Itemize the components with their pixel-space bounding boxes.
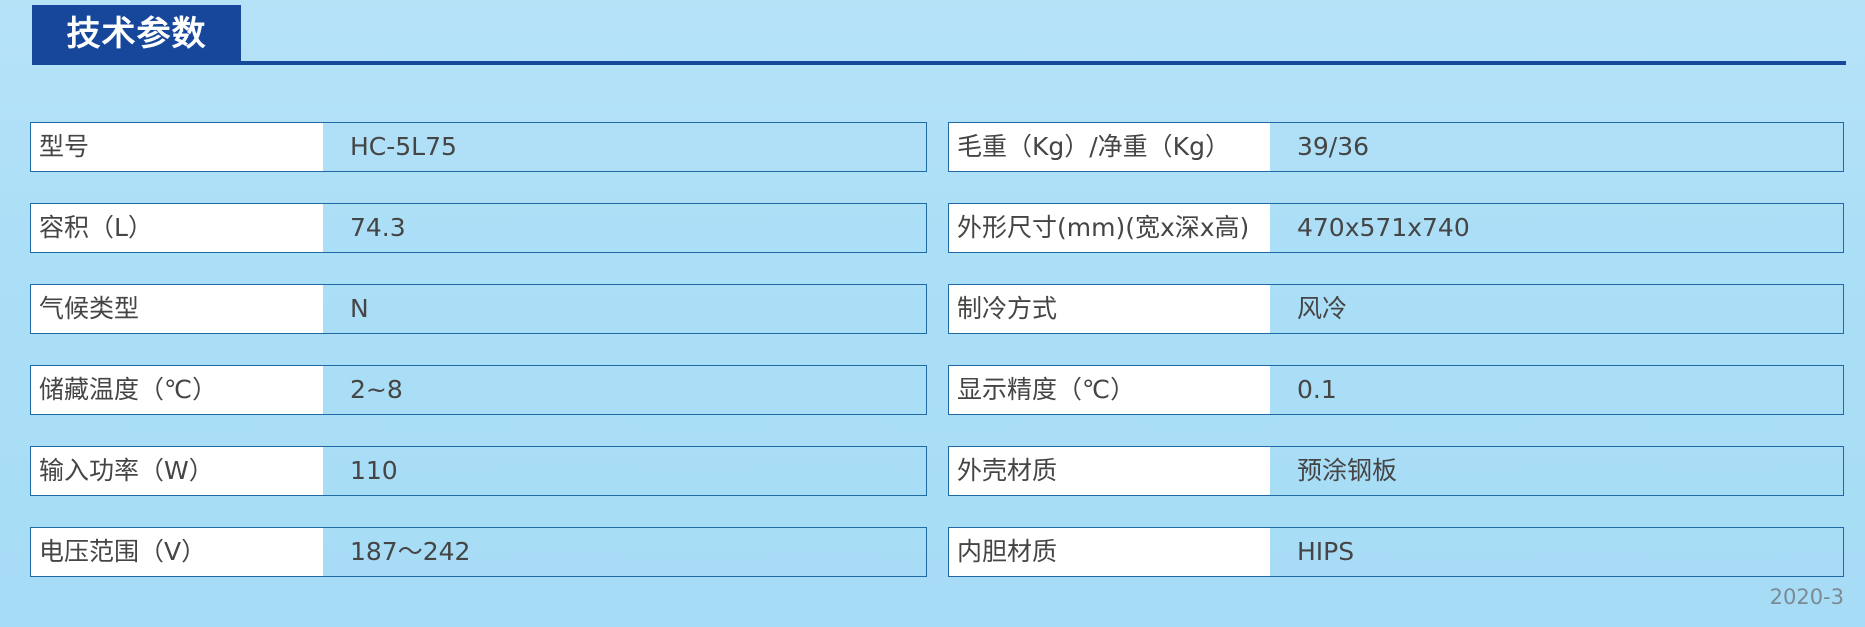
spec-label: 制冷方式 — [949, 285, 1270, 333]
version-date: 2020-3 — [1769, 585, 1844, 609]
spec-value: 110 — [350, 456, 398, 485]
spec-row: 外壳材质 预涂钢板 — [948, 446, 1844, 496]
spec-row: 容积（L） 74.3 — [30, 203, 927, 253]
spec-row: 输入功率（W） 110 — [30, 446, 927, 496]
spec-label: 显示精度（℃） — [949, 366, 1270, 414]
spec-row: 储藏温度（℃） 2~8 — [30, 365, 927, 415]
spec-value: 0.1 — [1297, 375, 1337, 404]
spec-row: 外形尺寸(mm)(宽x深x高) 470x571x740 — [948, 203, 1844, 253]
spec-value: 74.3 — [350, 213, 406, 242]
spec-label: 电压范围（V） — [31, 528, 323, 576]
spec-value: N — [350, 294, 369, 323]
spec-label: 气候类型 — [31, 285, 323, 333]
spec-row: 型号 HC-5L75 — [30, 122, 927, 172]
spec-value: HC-5L75 — [350, 132, 457, 161]
spec-label: 毛重（Kg）/净重（Kg） — [949, 123, 1270, 171]
spec-value: 预涂钢板 — [1297, 456, 1398, 485]
spec-value: 风冷 — [1297, 294, 1348, 323]
spec-row: 毛重（Kg）/净重（Kg） 39/36 — [948, 122, 1844, 172]
spec-label: 型号 — [31, 123, 323, 171]
spec-label: 外形尺寸(mm)(宽x深x高) — [949, 204, 1270, 252]
spec-label: 外壳材质 — [949, 447, 1270, 495]
spec-row: 气候类型 N — [30, 284, 927, 334]
spec-row: 制冷方式 风冷 — [948, 284, 1844, 334]
spec-label: 储藏温度（℃） — [31, 366, 323, 414]
spec-value: 2~8 — [350, 375, 403, 404]
spec-value: HIPS — [1297, 537, 1355, 566]
spec-row: 内胆材质 HIPS — [948, 527, 1844, 577]
spec-value: 187～242 — [350, 537, 471, 566]
spec-label: 输入功率（W） — [31, 447, 323, 495]
spec-row: 电压范围（V） 187～242 — [30, 527, 927, 577]
spec-value: 470x571x740 — [1297, 213, 1470, 242]
section-title: 技术参数 — [32, 5, 241, 63]
spec-label: 内胆材质 — [949, 528, 1270, 576]
title-underline — [32, 61, 1846, 65]
spec-row: 显示精度（℃） 0.1 — [948, 365, 1844, 415]
spec-value: 39/36 — [1297, 132, 1370, 161]
spec-label: 容积（L） — [31, 204, 323, 252]
